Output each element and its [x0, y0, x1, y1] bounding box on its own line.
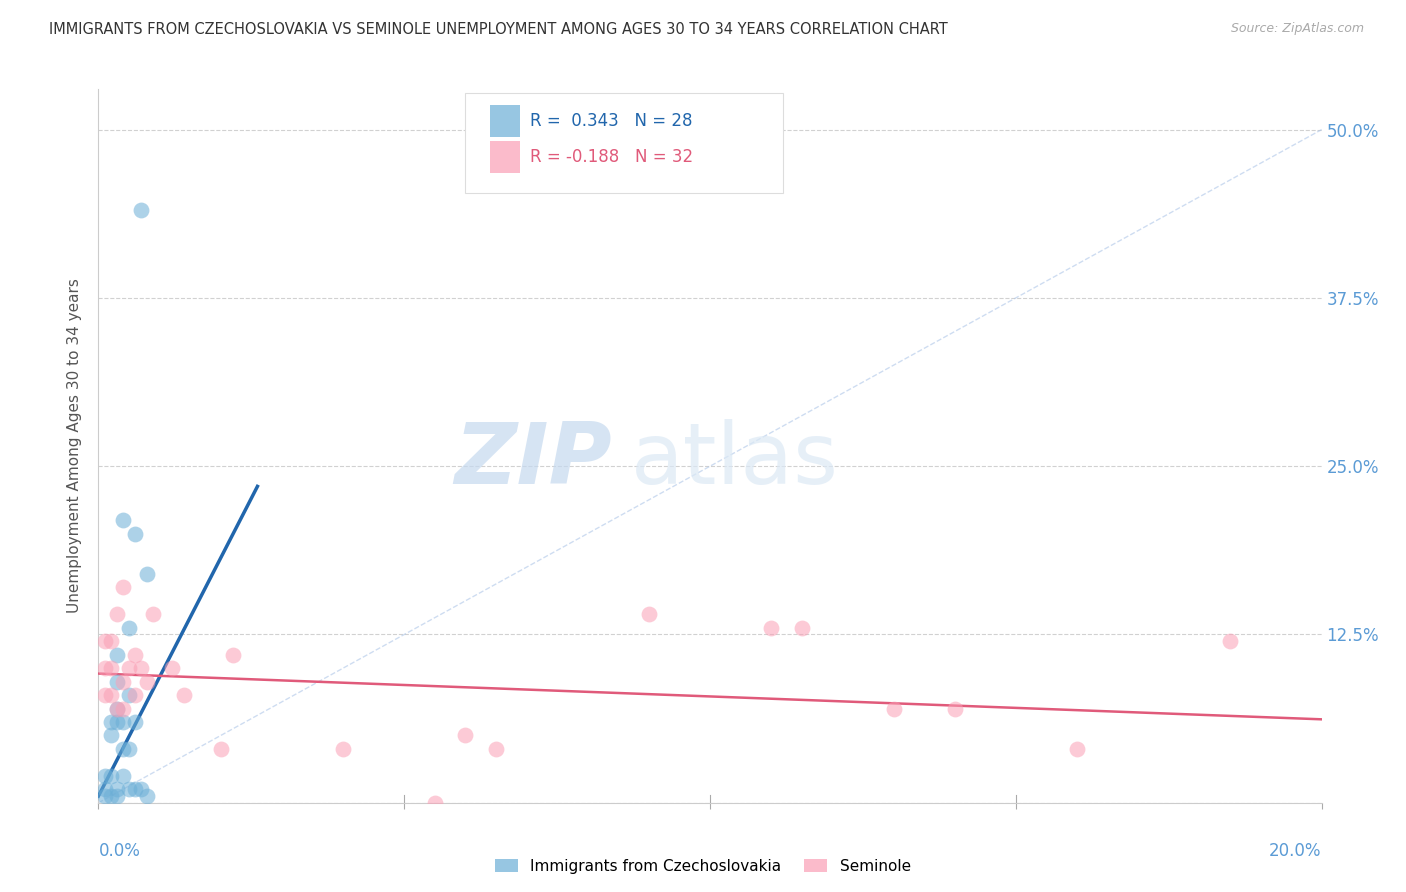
Point — [100, 634, 122, 648]
Point — [105, 789, 128, 803]
Point — [222, 648, 245, 662]
Point — [111, 513, 134, 527]
Point — [100, 789, 122, 803]
Text: R = -0.188   N = 32: R = -0.188 N = 32 — [530, 148, 693, 166]
Point — [790, 621, 813, 635]
Point — [105, 674, 128, 689]
Point — [105, 701, 128, 715]
Point — [105, 648, 128, 662]
Point — [485, 742, 508, 756]
Point — [883, 701, 905, 715]
Point — [759, 621, 782, 635]
Point — [637, 607, 661, 622]
Point — [100, 729, 122, 743]
Point — [93, 782, 115, 797]
Point — [118, 782, 141, 797]
Y-axis label: Unemployment Among Ages 30 to 34 years: Unemployment Among Ages 30 to 34 years — [67, 278, 83, 614]
Text: R =  0.343   N = 28: R = 0.343 N = 28 — [530, 112, 693, 130]
Point — [129, 661, 152, 675]
FancyBboxPatch shape — [465, 93, 783, 193]
Point — [111, 714, 134, 729]
Point — [111, 674, 134, 689]
Text: IMMIGRANTS FROM CZECHOSLOVAKIA VS SEMINOLE UNEMPLOYMENT AMONG AGES 30 TO 34 YEAR: IMMIGRANTS FROM CZECHOSLOVAKIA VS SEMINO… — [49, 22, 948, 37]
Point — [1219, 634, 1241, 648]
Point — [160, 661, 183, 675]
Point — [136, 674, 159, 689]
Point — [93, 634, 115, 648]
Point — [136, 789, 159, 803]
Point — [142, 607, 165, 622]
Point — [118, 688, 141, 702]
Point — [93, 688, 115, 702]
Text: 0.0%: 0.0% — [98, 842, 141, 860]
Point — [93, 789, 115, 803]
Point — [124, 782, 146, 797]
Point — [454, 729, 477, 743]
Point — [118, 742, 141, 756]
Point — [105, 782, 128, 797]
Point — [423, 796, 446, 810]
Point — [111, 769, 134, 783]
Point — [100, 714, 122, 729]
Point — [100, 769, 122, 783]
Legend: Immigrants from Czechoslovakia, Seminole: Immigrants from Czechoslovakia, Seminole — [489, 853, 917, 880]
Text: Source: ZipAtlas.com: Source: ZipAtlas.com — [1230, 22, 1364, 36]
Point — [111, 742, 134, 756]
Point — [124, 526, 146, 541]
Point — [124, 714, 146, 729]
Point — [100, 661, 122, 675]
Point — [100, 688, 122, 702]
Point — [124, 688, 146, 702]
Point — [1066, 742, 1088, 756]
FancyBboxPatch shape — [489, 105, 520, 137]
Point — [943, 701, 966, 715]
Point — [105, 714, 128, 729]
Text: ZIP: ZIP — [454, 418, 612, 502]
Point — [111, 701, 134, 715]
Point — [118, 621, 141, 635]
Point — [136, 566, 159, 581]
Point — [129, 203, 152, 218]
FancyBboxPatch shape — [489, 141, 520, 173]
Point — [173, 688, 195, 702]
Text: 20.0%: 20.0% — [1270, 842, 1322, 860]
Point — [93, 661, 115, 675]
Point — [105, 607, 128, 622]
Point — [332, 742, 354, 756]
Point — [93, 769, 115, 783]
Point — [124, 648, 146, 662]
Point — [105, 701, 128, 715]
Point — [129, 782, 152, 797]
Point — [209, 742, 232, 756]
Text: atlas: atlas — [630, 418, 838, 502]
Point — [118, 661, 141, 675]
Point — [111, 580, 134, 594]
